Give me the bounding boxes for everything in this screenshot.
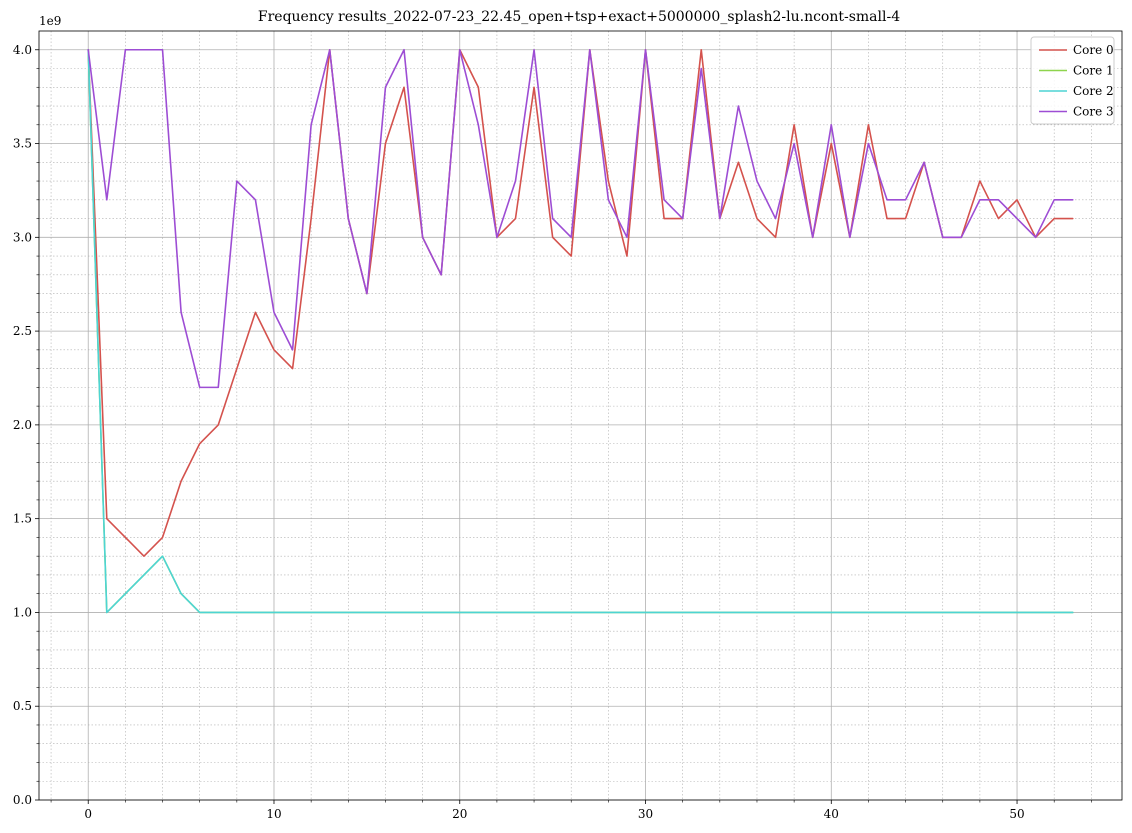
legend-label-core-3: Core 3: [1073, 105, 1114, 119]
y-axis-offset-label: 1e9: [39, 14, 61, 28]
chart-title: Frequency results_2022-07-23_22.45_open+…: [258, 9, 900, 25]
legend-label-core-0: Core 0: [1073, 43, 1114, 57]
y-tick-label: 0.0: [13, 793, 32, 807]
y-tick-label: 2.5: [13, 324, 32, 338]
series-line-core-2: [87, 48, 1074, 614]
x-tick-label: 50: [1009, 807, 1024, 821]
x-tick-label: 40: [824, 807, 839, 821]
y-tick-label: 3.0: [13, 230, 32, 244]
ticks-layer: 0 10 20 30 40 50 0.0 0.5 1.0 1.5 2.0 2.5 3.0 3.5 4.0: [13, 43, 1092, 821]
y-tick-label: 2.0: [13, 418, 32, 432]
x-tick-label: 0: [84, 807, 92, 821]
series-line-core-3: [87, 48, 1074, 389]
legend-label-core-1: Core 1: [1073, 64, 1114, 78]
legend: Core 0 Core 1 Core 2 Core 3: [1030, 36, 1115, 125]
series-layer: [87, 48, 1074, 614]
legend-label-core-2: Core 2: [1073, 84, 1114, 98]
y-tick-label: 4.0: [13, 43, 32, 57]
x-tick-label: 10: [266, 807, 281, 821]
y-tick-label: 3.5: [13, 137, 32, 151]
y-tick-label: 1.5: [13, 512, 32, 526]
plot-frame: [38, 30, 1123, 801]
legend-box: [1030, 36, 1115, 125]
x-tick-label: 30: [638, 807, 653, 821]
y-tick-label: 1.0: [13, 605, 32, 619]
series-line-core-0: [87, 48, 1074, 557]
axes-layer: [38, 30, 1123, 801]
y-tick-label: 0.5: [13, 699, 32, 713]
x-tick-label: 20: [452, 807, 467, 821]
